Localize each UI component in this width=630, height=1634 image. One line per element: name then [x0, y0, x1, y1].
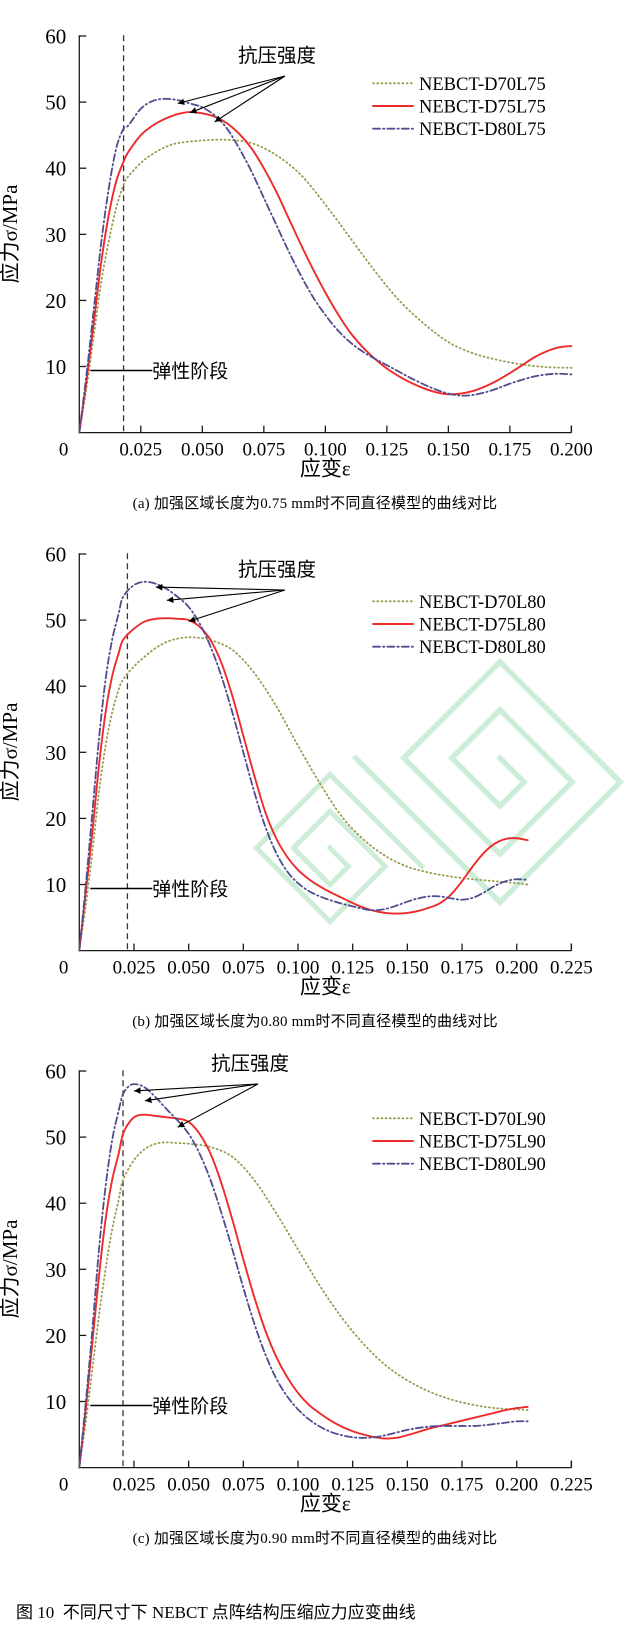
- svg-text:20: 20: [45, 1324, 66, 1348]
- svg-text:0.050: 0.050: [181, 440, 224, 461]
- svg-text:0.150: 0.150: [386, 1475, 429, 1496]
- svg-text:弹性阶段: 弹性阶段: [152, 1396, 228, 1418]
- svg-text:应变ε: 应变ε: [300, 457, 351, 481]
- svg-text:0.200: 0.200: [550, 440, 593, 461]
- svg-text:NEBCT-D70L80: NEBCT-D70L80: [419, 592, 546, 612]
- svg-text:0.225: 0.225: [550, 957, 593, 978]
- svg-text:0.075: 0.075: [242, 440, 285, 461]
- svg-text:0.200: 0.200: [495, 1475, 538, 1496]
- svg-text:0.050: 0.050: [167, 957, 210, 978]
- svg-text:0.175: 0.175: [489, 440, 532, 461]
- svg-text:40: 40: [45, 1192, 66, 1216]
- svg-text:0.025: 0.025: [113, 1475, 156, 1496]
- svg-text:0.125: 0.125: [365, 440, 408, 461]
- svg-text:40: 40: [45, 157, 66, 181]
- svg-text:0: 0: [59, 957, 69, 978]
- svg-text:抗压强度: 抗压强度: [238, 45, 316, 67]
- svg-text:0.150: 0.150: [386, 957, 429, 978]
- svg-text:0.225: 0.225: [550, 1475, 593, 1496]
- svg-text:50: 50: [45, 91, 66, 115]
- svg-text:应变ε: 应变ε: [300, 974, 351, 998]
- svg-text:10: 10: [45, 1390, 66, 1414]
- svg-text:NEBCT-D80L90: NEBCT-D80L90: [419, 1155, 546, 1175]
- svg-text:NEBCT-D75L75: NEBCT-D75L75: [419, 98, 546, 118]
- svg-text:10: 10: [45, 873, 66, 897]
- svg-text:抗压强度: 抗压强度: [211, 1053, 289, 1075]
- svg-text:0.150: 0.150: [427, 440, 470, 461]
- svg-text:应力σ/MPa: 应力σ/MPa: [0, 1219, 22, 1319]
- svg-text:50: 50: [45, 1126, 66, 1150]
- svg-text:30: 30: [45, 1258, 66, 1282]
- svg-text:0: 0: [59, 1475, 69, 1496]
- svg-text:NEBCT-D80L75: NEBCT-D80L75: [419, 120, 546, 140]
- svg-text:应力σ/MPa: 应力σ/MPa: [0, 701, 22, 801]
- svg-text:0.025: 0.025: [113, 957, 156, 978]
- svg-text:0.200: 0.200: [495, 957, 538, 978]
- svg-text:NEBCT-D75L90: NEBCT-D75L90: [419, 1133, 546, 1153]
- svg-text:0.025: 0.025: [119, 440, 162, 461]
- svg-text:0.175: 0.175: [441, 957, 484, 978]
- svg-text:0.075: 0.075: [222, 957, 265, 978]
- svg-text:0.050: 0.050: [167, 1475, 210, 1496]
- svg-text:NEBCT-D70L90: NEBCT-D70L90: [419, 1110, 546, 1130]
- svg-text:抗压强度: 抗压强度: [238, 559, 316, 581]
- svg-text:NEBCT-D75L80: NEBCT-D75L80: [419, 615, 546, 635]
- svg-text:50: 50: [45, 608, 66, 632]
- svg-text:0.175: 0.175: [441, 1475, 484, 1496]
- svg-text:应变ε: 应变ε: [300, 1492, 351, 1516]
- svg-text:弹性阶段: 弹性阶段: [152, 361, 228, 383]
- svg-text:20: 20: [45, 289, 66, 313]
- svg-text:60: 60: [45, 25, 66, 49]
- svg-text:0.075: 0.075: [222, 1475, 265, 1496]
- svg-text:60: 60: [45, 542, 66, 566]
- svg-text:NEBCT-D80L80: NEBCT-D80L80: [419, 638, 546, 658]
- svg-text:0: 0: [59, 440, 69, 461]
- svg-text:10: 10: [45, 355, 66, 379]
- svg-text:30: 30: [45, 223, 66, 247]
- svg-text:弹性阶段: 弹性阶段: [152, 878, 228, 900]
- svg-text:20: 20: [45, 806, 66, 830]
- svg-text:应力σ/MPa: 应力σ/MPa: [0, 184, 22, 284]
- svg-text:30: 30: [45, 740, 66, 764]
- svg-text:NEBCT-D70L75: NEBCT-D70L75: [419, 75, 546, 95]
- svg-text:40: 40: [45, 674, 66, 698]
- svg-text:60: 60: [45, 1060, 66, 1084]
